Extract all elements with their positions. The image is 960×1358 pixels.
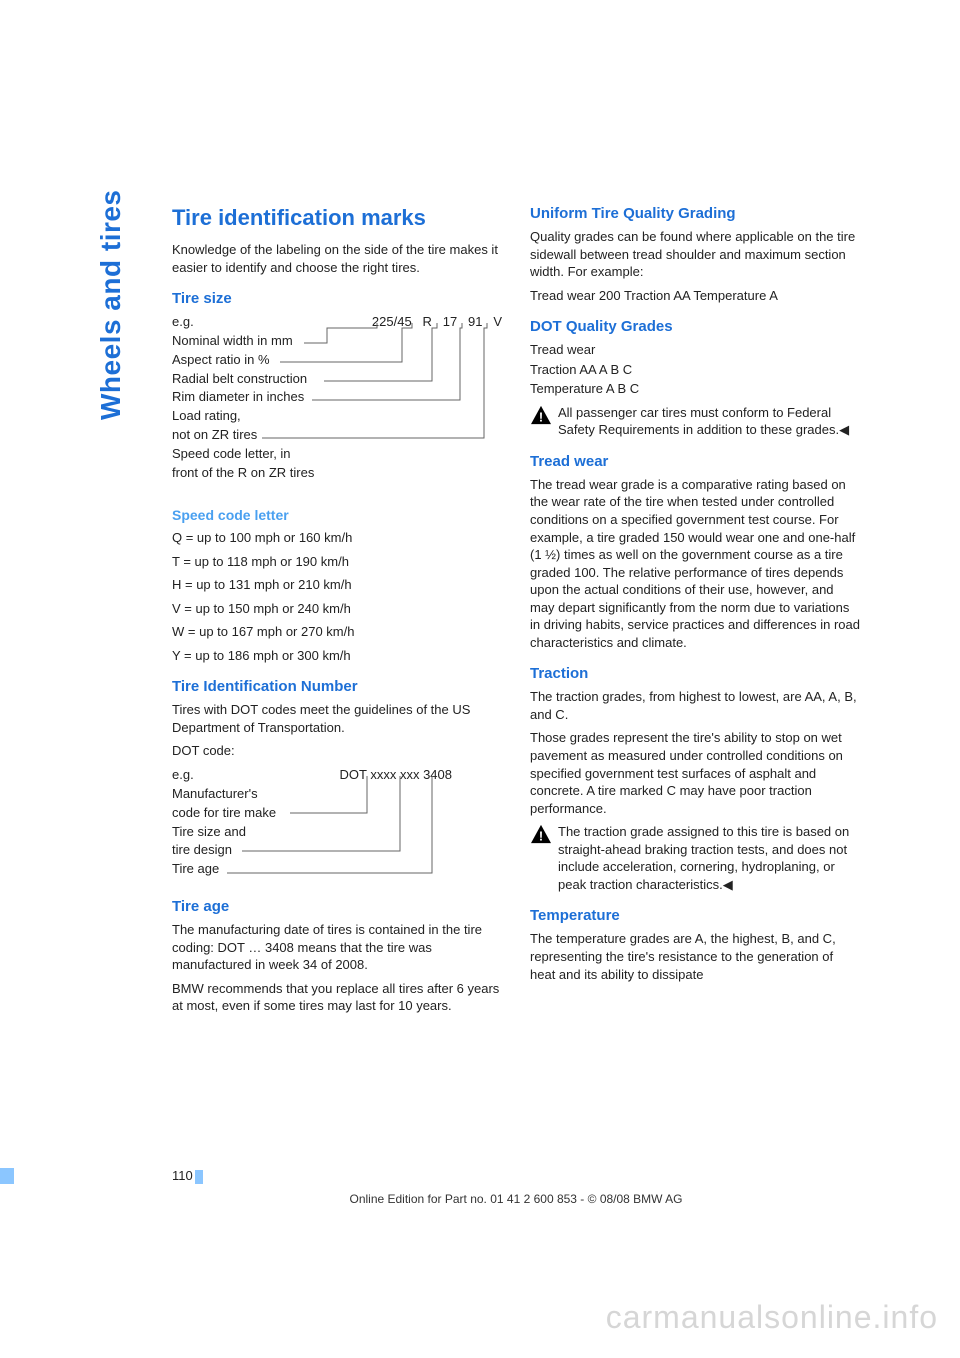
- tire-size-row: Aspect ratio in %: [172, 351, 502, 370]
- watermark: carmanualsonline.info: [606, 1299, 938, 1336]
- intro-para: Knowledge of the labeling on the side of…: [172, 241, 502, 276]
- heading-dot-grades: DOT Quality Grades: [530, 318, 860, 335]
- tread-wear-para: The tread wear grade is a comparative ra…: [530, 476, 860, 651]
- left-page-marker: [0, 1168, 14, 1184]
- heading-tire-id-marks: Tire identification marks: [172, 205, 502, 231]
- dot-row: tire design: [172, 841, 502, 860]
- speed-code-row: W = up to 167 mph or 270 km/h: [172, 623, 502, 641]
- heading-tire-age: Tire age: [172, 898, 502, 915]
- page-number: 110: [172, 1168, 193, 1183]
- dot-warning-text: All passenger car tires must conform to …: [558, 404, 860, 439]
- tire-size-diagram: e.g. 225/45 R 17 91 V Nominal width in m…: [172, 313, 502, 493]
- tire-size-code: 225/45 R 17 91 V: [372, 313, 502, 332]
- traction-warning-text: The traction grade assigned to this tire…: [558, 823, 860, 893]
- eg-label: e.g.: [172, 766, 194, 785]
- uqg-para-2: Tread wear 200 Traction AA Temperature A: [530, 287, 860, 305]
- tire-size-row: Load rating,: [172, 407, 502, 426]
- uqg-para-1: Quality grades can be found where applic…: [530, 228, 860, 281]
- dot-row: Manufacturer's: [172, 785, 502, 804]
- tire-age-para-1: The manufacturing date of tires is conta…: [172, 921, 502, 974]
- tire-size-row: Radial belt construction: [172, 370, 502, 389]
- tire-size-row: front of the R on ZR tires: [172, 464, 502, 483]
- dot-row: code for tire make: [172, 804, 502, 823]
- tire-size-row: Rim diameter in inches: [172, 388, 502, 407]
- traction-warning: ! The traction grade assigned to this ti…: [530, 823, 860, 893]
- svg-text:!: !: [539, 409, 543, 424]
- dot-line: Temperature A B C: [530, 380, 860, 398]
- traction-para-1: The traction grades, from highest to low…: [530, 688, 860, 723]
- heading-temperature: Temperature: [530, 907, 860, 924]
- tire-size-row: not on ZR tires: [172, 426, 502, 445]
- svg-text:!: !: [539, 829, 543, 844]
- page-marker-icon: [195, 1170, 203, 1184]
- speed-code-row: V = up to 150 mph or 240 km/h: [172, 600, 502, 618]
- left-column: Tire identification marks Knowledge of t…: [172, 205, 502, 1021]
- speed-code-list: Q = up to 100 mph or 160 km/h T = up to …: [172, 529, 502, 664]
- heading-tread-wear: Tread wear: [530, 453, 860, 470]
- tin-para-1: Tires with DOT codes meet the guidelines…: [172, 701, 502, 736]
- dot-line: Tread wear: [530, 341, 860, 359]
- page-number-wrap: 110: [172, 1168, 860, 1184]
- page-content: Tire identification marks Knowledge of t…: [172, 205, 860, 1021]
- dot-row: Tire size and: [172, 823, 502, 842]
- footer-line: Online Edition for Part no. 01 41 2 600 …: [172, 1192, 860, 1206]
- speed-code-row: Y = up to 186 mph or 300 km/h: [172, 647, 502, 665]
- tin-para-2: DOT code:: [172, 742, 502, 760]
- tire-size-row: Nominal width in mm: [172, 332, 502, 351]
- warning-icon: !: [530, 824, 552, 849]
- heading-tire-size: Tire size: [172, 290, 502, 307]
- tire-age-para-2: BMW recommends that you replace all tire…: [172, 980, 502, 1015]
- heading-tin: Tire Identification Number: [172, 678, 502, 695]
- temperature-para: The temperature grades are A, the highes…: [530, 930, 860, 983]
- speed-code-row: H = up to 131 mph or 210 km/h: [172, 576, 502, 594]
- heading-traction: Traction: [530, 665, 860, 682]
- warning-icon: !: [530, 405, 552, 430]
- dot-code: DOT xxxx xxx 3408: [340, 766, 452, 785]
- speed-code-row: T = up to 118 mph or 190 km/h: [172, 553, 502, 571]
- section-side-title: Wheels and tires: [95, 189, 127, 420]
- dot-code-diagram: e.g. DOT xxxx xxx 3408 Manufacturer's co…: [172, 766, 502, 884]
- dot-line: Traction AA A B C: [530, 361, 860, 379]
- right-column: Uniform Tire Quality Grading Quality gra…: [530, 205, 860, 1021]
- speed-code-row: Q = up to 100 mph or 160 km/h: [172, 529, 502, 547]
- eg-label: e.g.: [172, 313, 194, 332]
- heading-speed-code: Speed code letter: [172, 507, 502, 523]
- dot-row: Tire age: [172, 860, 502, 879]
- traction-para-2: Those grades represent the tire's abilit…: [530, 729, 860, 817]
- heading-uqg: Uniform Tire Quality Grading: [530, 205, 860, 222]
- tire-size-row: Speed code letter, in: [172, 445, 502, 464]
- dot-warning: ! All passenger car tires must conform t…: [530, 404, 860, 439]
